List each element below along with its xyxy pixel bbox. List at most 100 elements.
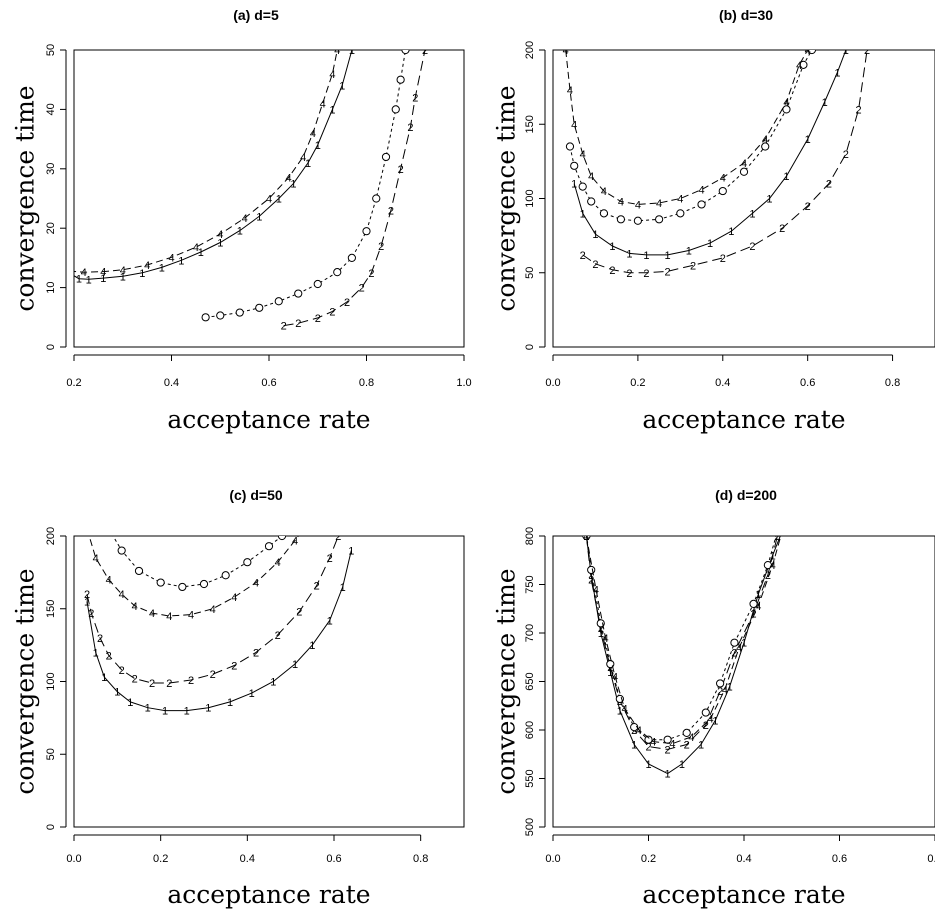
data-point: 2: [97, 633, 103, 645]
series-3: [201, 50, 410, 322]
data-point: 4: [783, 97, 789, 109]
data-point: 1: [93, 647, 99, 659]
data-point: 2: [315, 313, 321, 325]
data-point: 2: [864, 45, 870, 57]
data-point: 1: [598, 628, 604, 640]
data-point: 2: [210, 669, 216, 681]
data-point: 2: [690, 260, 696, 272]
data-point: 2: [750, 609, 756, 621]
data-point: 4: [231, 592, 237, 604]
data-point: 1: [698, 740, 704, 752]
data-point: 1: [783, 171, 789, 183]
data-point: 2: [378, 241, 384, 253]
panel-2: (b) d=30 0.0 0.2 0.4 0.6 0.8 0 50 100 150 200 accep…: [492, 7, 935, 434]
data-point: 4: [636, 725, 642, 737]
data-point: 4: [736, 643, 742, 655]
data-point: 2: [84, 589, 90, 601]
data-point: 4: [100, 267, 106, 279]
series-line: [585, 536, 781, 775]
data-point: [221, 571, 230, 580]
y-tick-label: 550: [524, 769, 536, 787]
series-3: [105, 525, 287, 592]
y-tick-label: 50: [45, 44, 57, 56]
data-point: 2: [626, 268, 632, 280]
data-point: 4: [669, 739, 675, 751]
data-point: 4: [242, 213, 248, 225]
data-point: 1: [276, 194, 282, 206]
data-point: 1: [592, 229, 598, 241]
data-point: 2: [717, 686, 723, 698]
data-point: 4: [334, 45, 340, 57]
data-point: 2: [856, 104, 862, 116]
data-point: 1: [727, 681, 733, 693]
y-axis-title: convergence time: [492, 568, 521, 794]
data-point: 4: [292, 535, 298, 547]
chart-title: (b) d=30: [719, 7, 773, 23]
data-point: 1: [665, 250, 671, 262]
data-point: [774, 528, 781, 535]
data-point: 4: [217, 229, 223, 241]
x-axis-title: acceptance rate: [642, 405, 845, 434]
x-tick-label: 0.8: [927, 853, 935, 865]
data-point: [655, 215, 664, 224]
data-point: 1: [728, 226, 734, 238]
data-point: 2: [643, 268, 649, 280]
series-line: [585, 536, 778, 750]
y-tick-label: 40: [45, 103, 57, 115]
y-tick-label: 600: [524, 721, 536, 739]
data-point: 2: [398, 164, 404, 176]
series-3: [582, 528, 781, 744]
data-point: 1: [145, 703, 151, 715]
data-point: 2: [765, 570, 771, 582]
data-point: 1: [86, 274, 92, 286]
data-point: [616, 215, 626, 224]
data-point: 4: [93, 553, 99, 565]
data-point: 4: [193, 242, 199, 254]
data-point: 4: [698, 185, 704, 197]
data-point: 1: [100, 273, 106, 285]
data-point: [362, 227, 371, 236]
series-line: [283, 50, 426, 327]
data-point: [105, 525, 112, 532]
data-point: 2: [327, 553, 333, 565]
data-point: [633, 216, 642, 225]
x-tick-label: 1.0: [456, 377, 471, 389]
data-point: [255, 303, 264, 312]
y-tick-label: 10: [45, 281, 57, 293]
data-point: 4: [720, 173, 726, 185]
data-point: [156, 578, 165, 587]
data-point: 1: [588, 570, 594, 582]
data-point: 4: [618, 196, 624, 208]
plot-frame: [73, 535, 465, 828]
data-point: 1: [626, 248, 632, 260]
data-point: 1: [643, 250, 649, 262]
data-point: [235, 308, 244, 317]
data-point: 2: [275, 630, 281, 642]
data-point: 4: [708, 713, 714, 725]
series-line: [565, 50, 809, 205]
x-axis-title: acceptance rate: [642, 880, 845, 909]
y-tick-label: 150: [524, 115, 536, 133]
series-line: [74, 50, 338, 273]
y-tick-label: 700: [524, 624, 536, 642]
data-point: [730, 638, 739, 647]
data-point: 2: [149, 678, 155, 690]
data-point: [216, 311, 225, 320]
data-point: [117, 546, 126, 555]
data-point: 2: [166, 678, 172, 690]
data-point: 1: [327, 615, 333, 627]
series-line: [112, 536, 283, 588]
data-point: 4: [168, 252, 174, 264]
data-point: 2: [805, 201, 811, 213]
data-point: [313, 279, 322, 289]
data-point: 4: [275, 557, 281, 569]
data-point: [396, 75, 405, 84]
data-point: 4: [602, 633, 608, 645]
data-point: 1: [178, 255, 184, 267]
data-point: 1: [184, 706, 190, 718]
data-point: 1: [315, 140, 321, 152]
